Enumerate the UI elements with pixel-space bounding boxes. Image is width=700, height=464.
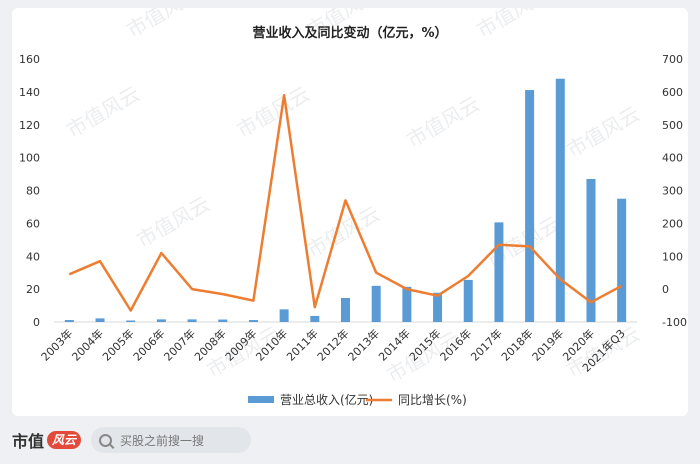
- watermark-text: 市值风云: [123, 8, 204, 42]
- y-right-tick-label: 0: [662, 283, 669, 296]
- x-tick-label: 2017年: [468, 326, 505, 363]
- search-placeholder: 买股之前搜一搜: [120, 433, 205, 448]
- bar: [494, 222, 504, 322]
- bar: [341, 298, 350, 322]
- x-tick-label: 2007年: [161, 326, 198, 363]
- x-tick-label: 2019年: [529, 326, 566, 363]
- y-left-tick-label: 160: [19, 53, 40, 66]
- brand-logo-mark: 风云: [47, 431, 82, 449]
- y-right-tick-label: -100: [662, 316, 687, 329]
- bar: [463, 279, 473, 322]
- y-left-tick-label: 140: [19, 86, 40, 99]
- brand-logo-text: 市值: [12, 432, 45, 451]
- x-tick-label: 2006年: [130, 326, 167, 363]
- chart-card: 营业收入及同比变动（亿元，%） 市值风云 市值风云 市值风云 市值风云 市值风云 市值风云…: [12, 8, 688, 416]
- x-tick-label: 2005年: [99, 326, 136, 363]
- footer-bar: 市值 风云 买股之前搜一搜: [0, 416, 700, 464]
- bar: [95, 318, 105, 322]
- x-tick-label: 2012年: [314, 326, 351, 363]
- x-tick-label: 2013年: [345, 326, 382, 363]
- bar: [310, 315, 320, 322]
- y-left-tick-label: 20: [26, 283, 40, 296]
- bar: [248, 320, 258, 322]
- y-right-tick-label: 200: [662, 217, 683, 230]
- y-left-tick-label: 80: [26, 185, 40, 198]
- legend-label-bar: 营业总收入(亿元): [280, 392, 373, 407]
- bar: [617, 198, 627, 322]
- chart-title: 营业收入及同比变动（亿元，%）: [252, 26, 448, 41]
- x-tick-label: 2011年: [283, 326, 320, 363]
- bar: [433, 292, 443, 322]
- bar: [126, 320, 136, 322]
- legend-swatch-bar: [248, 396, 274, 403]
- y-right-tick-label: 100: [662, 250, 683, 263]
- y-left-tick-label: 120: [19, 119, 40, 132]
- y-left-tick-label: 100: [19, 152, 40, 165]
- bar: [586, 178, 596, 322]
- y-right-tick-label: 300: [662, 185, 683, 198]
- growth-line: [68, 93, 623, 312]
- y-right-tick-label: 600: [662, 86, 683, 99]
- y-left-tick-label: 0: [33, 316, 40, 329]
- bar: [371, 285, 381, 322]
- y-left-tick-label: 60: [26, 217, 40, 230]
- y-right-tick-label: 500: [662, 119, 683, 132]
- watermark-text: 市值风云: [563, 102, 644, 163]
- bar: [525, 90, 535, 323]
- bar: [279, 309, 289, 322]
- x-tick-label: 2004年: [69, 326, 106, 363]
- x-tick-label: 2018年: [498, 326, 535, 363]
- bar: [555, 78, 565, 322]
- bar: [156, 319, 166, 322]
- search-input[interactable]: 买股之前搜一搜: [91, 427, 252, 453]
- legend-label-line: 同比增长(%): [398, 393, 467, 407]
- bar: [64, 320, 74, 322]
- y-right-tick-label: 700: [662, 53, 683, 66]
- x-tick-label: 2003年: [38, 326, 75, 363]
- search-icon: [99, 433, 113, 447]
- bar: [187, 319, 197, 322]
- y-right-tick-label: 400: [662, 152, 683, 165]
- bar: [402, 286, 412, 322]
- y-left-tick-label: 40: [26, 250, 40, 263]
- watermark-text: 市值风云: [63, 82, 144, 143]
- watermark-text: 市值风云: [233, 82, 314, 143]
- bar: [218, 319, 228, 322]
- brand-logo[interactable]: 市值 风云: [12, 428, 82, 452]
- watermark-text: 市值风云: [303, 8, 384, 42]
- watermark-text: 市值风云: [403, 92, 484, 153]
- watermark-text: 市值风云: [133, 192, 214, 253]
- watermark-text: 市值风云: [473, 8, 554, 42]
